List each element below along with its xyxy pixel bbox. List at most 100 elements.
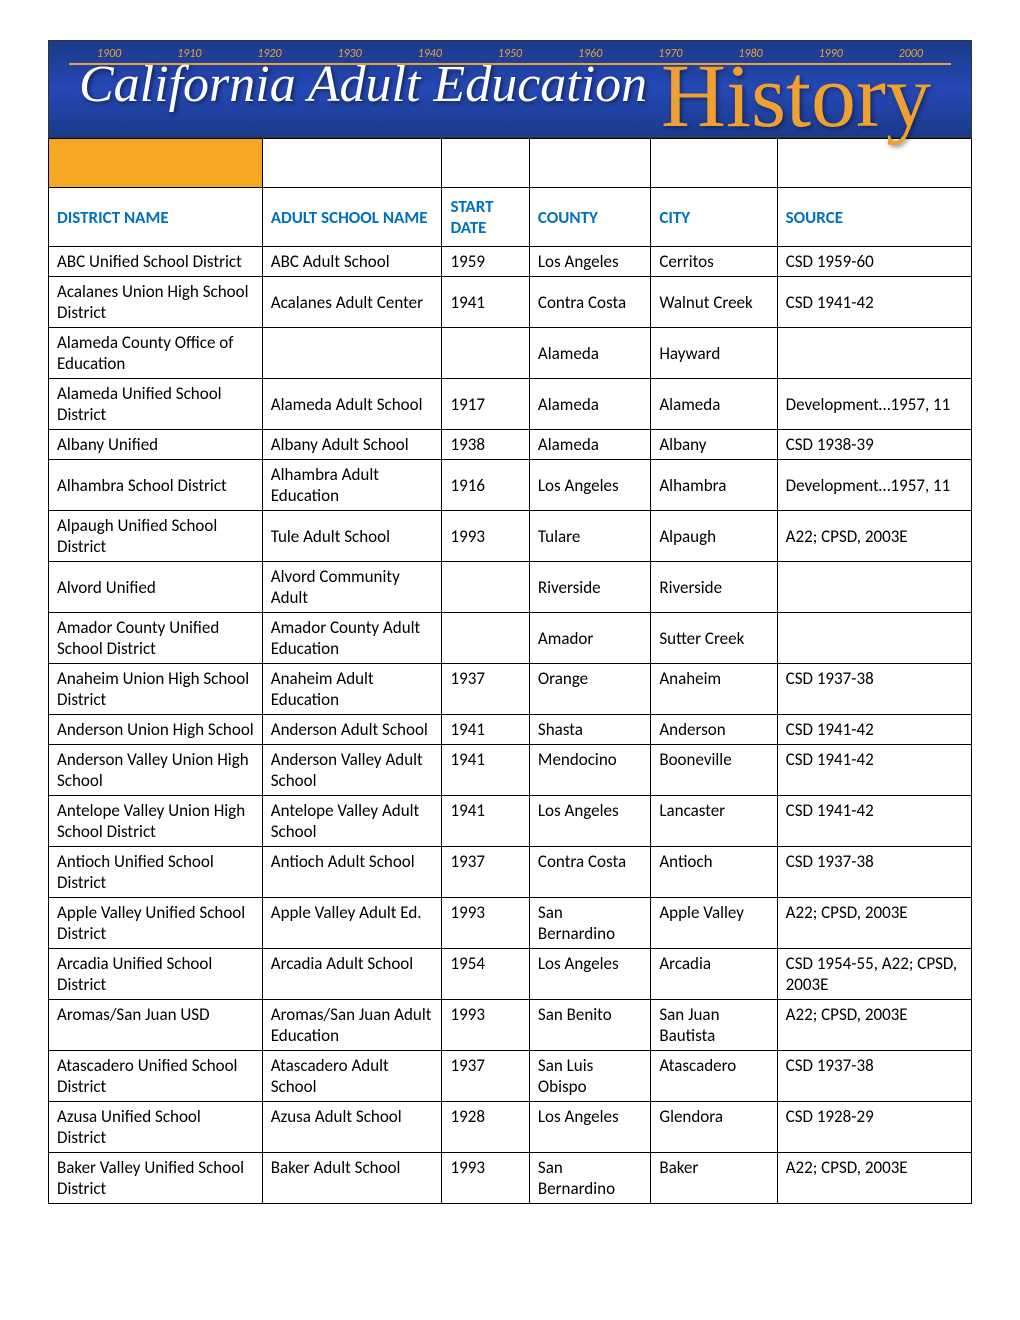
table-cell: Anderson [651,715,777,745]
table-cell: Apple Valley Adult Ed. [262,898,442,949]
table-cell: Azusa Unified School District [49,1102,263,1153]
table-cell: CSD 1937-38 [777,664,971,715]
table-cell: Arcadia Adult School [262,949,442,1000]
table-cell: CSD 1954-55, A22; CPSD, 2003E [777,949,971,1000]
table-cell: 1993 [442,511,529,562]
table-cell: Baker Valley Unified School District [49,1153,263,1204]
table-cell: A22; CPSD, 2003E [777,898,971,949]
column-header: SOURCE [777,188,971,247]
table-cell: Albany [651,430,777,460]
table-cell: Antioch Unified School District [49,847,263,898]
table-cell: San Benito [529,1000,650,1051]
column-header: DISTRICT NAME [49,188,263,247]
table-cell: Contra Costa [529,277,650,328]
banner-header: 1900191019201930194019501960197019801990… [48,40,972,138]
banner-title-left: California Adult Education [79,59,647,111]
table-cell: 1993 [442,1153,529,1204]
column-header: COUNTY [529,188,650,247]
table-row: Acalanes Union High School DistrictAcala… [49,277,972,328]
table-row: Anaheim Union High School DistrictAnahei… [49,664,972,715]
table-cell: Acalanes Adult Center [262,277,442,328]
table-cell: 1941 [442,715,529,745]
table-cell: Baker Adult School [262,1153,442,1204]
table-cell: ABC Unified School District [49,247,263,277]
table-cell: Alvord Unified [49,562,263,613]
table-cell: 1916 [442,460,529,511]
table-cell: Anderson Adult School [262,715,442,745]
table-cell: Anaheim [651,664,777,715]
table-cell [442,562,529,613]
table-cell: 1928 [442,1102,529,1153]
table-row: Alpaugh Unified School DistrictTule Adul… [49,511,972,562]
table-cell: Tulare [529,511,650,562]
table-cell: A22; CPSD, 2003E [777,511,971,562]
table-row: Amador County Unified School District Ama… [49,613,972,664]
table-row: Antelope Valley Union High School Distri… [49,796,972,847]
table-row: Anderson Union High SchoolAnderson Adult… [49,715,972,745]
table-cell: Cerritos [651,247,777,277]
table-row: Apple Valley Unified School DistrictAppl… [49,898,972,949]
table-cell: CSD 1941-42 [777,796,971,847]
header-row: DISTRICT NAMEADULT SCHOOL NAMESTART DATE… [49,188,972,247]
table-row: Antioch Unified School DistrictAntioch A… [49,847,972,898]
table-cell: Walnut Creek [651,277,777,328]
table-cell: San Juan Bautista [651,1000,777,1051]
table-cell: Anaheim Union High School District [49,664,263,715]
table-row: Arcadia Unified School DistrictArcadia A… [49,949,972,1000]
table-cell: Atascadero [651,1051,777,1102]
table-cell: Aromas/San Juan USD [49,1000,263,1051]
column-header: CITY [651,188,777,247]
table-cell: 1938 [442,430,529,460]
table-cell: Arcadia Unified School District [49,949,263,1000]
table-cell: Los Angeles [529,796,650,847]
orange-corner-cell [49,139,263,188]
spacer-cell [262,139,442,188]
table-cell: Anderson Union High School [49,715,263,745]
table-row: ABC Unified School DistrictABC Adult Sch… [49,247,972,277]
table-cell: Alameda [529,379,650,430]
table-row: Atascadero Unified School DistrictAtasca… [49,1051,972,1102]
table-cell: Albany Unified [49,430,263,460]
table-cell: Lancaster [651,796,777,847]
table-cell: Los Angeles [529,949,650,1000]
table-cell: Alameda Unified School District [49,379,263,430]
table-cell: Alvord Community Adult [262,562,442,613]
table-cell: Arcadia [651,949,777,1000]
table-cell: Alameda Adult School [262,379,442,430]
table-cell: 1959 [442,247,529,277]
table-cell: 1993 [442,1000,529,1051]
table-cell: 1954 [442,949,529,1000]
table-cell: 1937 [442,664,529,715]
table-cell: Antelope Valley Adult School [262,796,442,847]
banner-title-right: History [661,43,931,151]
table-row: Alameda Unified School DistrictAlameda A… [49,379,972,430]
table-cell: 1941 [442,796,529,847]
table-cell: Anaheim Adult Education [262,664,442,715]
table-cell: Alameda [651,379,777,430]
table-cell: Booneville [651,745,777,796]
table-cell: CSD 1959-60 [777,247,971,277]
table-cell: Hayward [651,328,777,379]
table-cell: 1917 [442,379,529,430]
table-cell: Apple Valley Unified School District [49,898,263,949]
table-row: Baker Valley Unified School DistrictBake… [49,1153,972,1204]
table-cell: Los Angeles [529,247,650,277]
table-cell: Los Angeles [529,460,650,511]
table-cell: Sutter Creek [651,613,777,664]
table-cell: 1937 [442,1051,529,1102]
table-cell: Orange [529,664,650,715]
table-cell: Alpaugh [651,511,777,562]
table-cell: Shasta [529,715,650,745]
table-cell: 1941 [442,277,529,328]
table-cell: Riverside [651,562,777,613]
table-cell: San Bernardino [529,898,650,949]
table-cell: CSD 1941-42 [777,745,971,796]
table-cell: CSD 1928-29 [777,1102,971,1153]
table-cell: Antelope Valley Union High School Distri… [49,796,263,847]
table-cell: Acalanes Union High School District [49,277,263,328]
table-cell: Development…1957, 11 [777,460,971,511]
table-row: Albany UnifiedAlbany Adult School1938Ala… [49,430,972,460]
table-cell: Amador [529,613,650,664]
table-cell: Alameda [529,430,650,460]
table-cell: Amador County Unified School District [49,613,263,664]
